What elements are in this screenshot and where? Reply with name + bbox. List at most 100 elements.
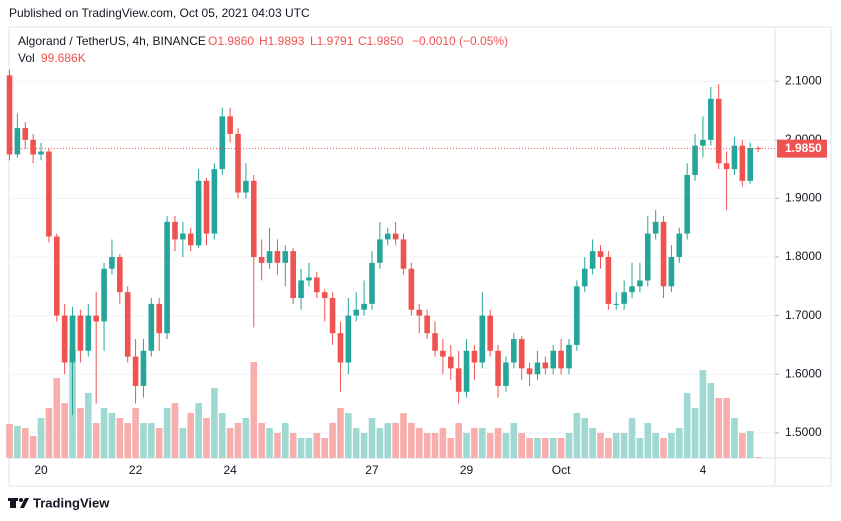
volume-bar [53,378,61,458]
candle-body [384,233,391,240]
candle-body [416,309,423,316]
volume-bar [573,413,581,458]
volume-bar [85,393,92,458]
volume-bar [258,423,265,458]
volume-bar [479,428,486,458]
volume-bar [297,438,305,458]
volume-bar [313,433,321,458]
candle-body [250,180,257,258]
candle-body [243,180,249,193]
candle-body [69,315,76,363]
candle-body [77,315,84,351]
volume-bar [187,413,195,458]
candle-body [337,333,344,363]
candle-body [558,350,564,369]
candle-body [534,362,541,375]
chart-title: Algorand / TetherUS, 4h, BINANCE [18,34,206,48]
logo-dot [19,498,23,502]
candle-body [109,257,115,269]
volume-bar [660,438,667,458]
volume-bar [581,418,589,458]
candle-body [715,98,722,164]
candle-body [652,221,659,234]
candle-body [747,148,754,181]
volume-bar [502,433,510,458]
volume-bar [597,433,604,458]
volume-bar [605,438,612,458]
x-tick-label: 22 [129,463,143,477]
y-tick-label: 1.8000 [785,249,822,263]
volume-bar [352,428,360,458]
volume-bar [746,431,754,458]
candle-body [574,286,580,345]
candle-body [440,350,446,357]
candle-body [93,315,99,322]
volume-bar [471,428,478,458]
ohlc-change: −0.0010 (−0.05%) [412,34,508,48]
candle-body [613,303,620,305]
volume-bar [557,438,565,458]
candle-body [46,151,52,237]
logo-slash [20,498,29,508]
volume-bar [526,438,533,458]
candle-body [298,280,304,299]
candle-body [400,239,407,269]
volume-bar [289,433,297,458]
candle-body [432,333,438,351]
candle-body [180,233,186,240]
volume-bar [368,418,376,458]
candle-body [117,257,123,293]
candle-body [235,133,241,193]
volume-bar [6,424,13,458]
volume-value: 99.686K [41,51,86,65]
volume-bar [628,418,636,458]
volume-bar [211,388,218,458]
candle-body [172,221,178,240]
y-tick-label: 1.9000 [785,191,822,205]
published-note: Published on TradingView.com, Oct 05, 20… [9,6,310,20]
candle-body [345,315,352,363]
volume-bar [108,413,116,458]
candle-body [258,257,265,263]
volume-bar [132,408,139,458]
volume-bar [140,423,147,458]
candle-body [526,368,533,375]
volume-bar [486,433,494,458]
volume-bar [683,393,691,458]
volume-bar [242,418,250,458]
x-tick-label: Oct [552,463,571,477]
volume-bar [148,423,155,458]
volume-bar [282,423,289,458]
candle-body [518,339,525,369]
volume-bar [305,438,313,458]
volume-bar [754,457,762,458]
candle-body [306,277,312,281]
volume-bar [534,438,541,458]
volume-bar [329,423,336,458]
y-tick-label: 2.1000 [785,73,822,87]
candle-body [550,350,557,369]
volume-bar [45,408,53,458]
candle-body [447,356,454,369]
candle-body [629,286,635,293]
volume-bar [345,413,352,458]
candle-body [274,251,281,263]
x-tick-label: 4 [700,463,707,477]
candle-body [6,75,13,155]
volume-bar [155,428,163,458]
volume-bar [384,423,392,458]
volume-bar [77,408,84,458]
volume-bar [171,403,179,458]
volume-bar [636,438,644,458]
candle-body [424,315,430,334]
candle-body [156,303,163,334]
volume-bar [423,433,431,458]
candle-body [471,350,478,363]
volume-bar [337,408,344,458]
candle-body [132,356,139,386]
ohlc-low: L1.9791 [310,34,354,48]
volume-bar [463,433,470,458]
volume-bar [415,428,423,458]
volume-bar [431,433,439,458]
candle-body [148,303,155,351]
